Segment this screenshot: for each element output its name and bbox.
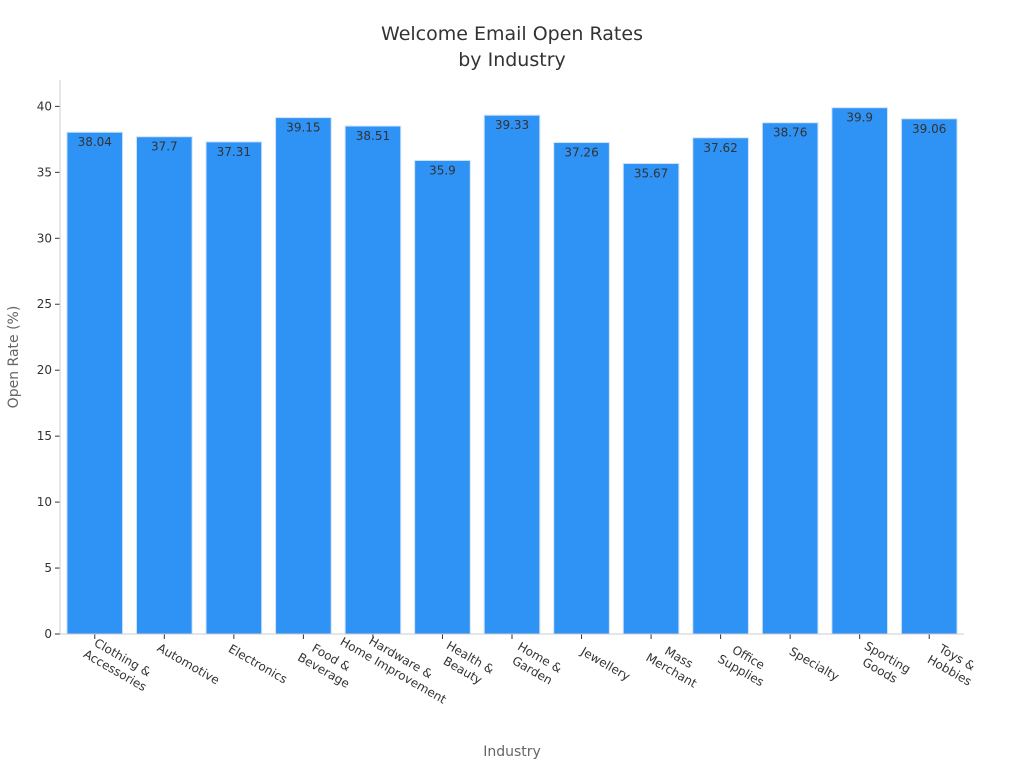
bar	[483, 114, 541, 635]
x-tick-label-group: Toys &Hobbies	[925, 641, 977, 689]
y-tick-label: 25	[37, 297, 52, 311]
value-label: 37.7	[151, 140, 178, 154]
y-tick-label: 20	[37, 363, 52, 377]
value-label: 37.26	[564, 146, 598, 160]
x-tick-label: Electronics	[226, 642, 290, 687]
y-tick-label: 10	[37, 495, 52, 509]
x-tick-label: Jewellery	[578, 644, 633, 684]
chart-title: Welcome Email Open Rates	[381, 23, 643, 45]
y-tick-label: 40	[37, 99, 52, 113]
value-label: 35.67	[634, 166, 668, 180]
value-label: 39.15	[286, 121, 320, 135]
value-label: 38.04	[78, 135, 112, 149]
value-label: 39.33	[495, 118, 529, 132]
bar	[66, 131, 124, 635]
bar	[275, 117, 332, 635]
value-label: 38.51	[356, 129, 390, 143]
y-tick-label: 5	[44, 561, 52, 575]
value-label: 35.9	[429, 163, 456, 177]
value-label: 39.06	[912, 122, 946, 136]
x-tick-label-group: Specialty	[787, 644, 842, 684]
bar	[692, 137, 749, 635]
x-tick-label-group: Health &Beauty	[441, 638, 497, 687]
value-label: 37.31	[217, 145, 251, 159]
x-tick-label-group: Automotive	[155, 641, 222, 688]
y-tick-label: 30	[37, 231, 52, 245]
bar	[900, 118, 958, 635]
x-tick-label-group: Clothing &Accessories	[81, 636, 153, 694]
x-tick-label: Automotive	[155, 641, 222, 688]
bar	[135, 136, 193, 635]
x-tick-label: Specialty	[787, 644, 842, 684]
bar	[622, 162, 680, 635]
bar	[414, 159, 471, 635]
y-tick-label: 35	[37, 165, 52, 179]
x-tick-label-group: Jewellery	[578, 644, 633, 684]
bar	[344, 125, 402, 635]
y-tick-label: 0	[44, 627, 52, 641]
bar	[205, 141, 263, 635]
bar	[761, 122, 819, 635]
y-tick-label: 15	[37, 429, 52, 443]
x-axis-label: Industry	[483, 744, 541, 760]
x-tick-label-group: Electronics	[226, 642, 290, 687]
value-label: 37.62	[703, 141, 737, 155]
chart-title: by Industry	[458, 49, 566, 71]
value-label: 38.76	[773, 126, 807, 140]
x-tick-label-group: Home &Garden	[510, 639, 565, 687]
bar	[553, 142, 610, 635]
value-label: 39.9	[846, 111, 873, 125]
y-axis-label: Open Rate (%)	[6, 306, 22, 409]
bar	[831, 107, 889, 635]
